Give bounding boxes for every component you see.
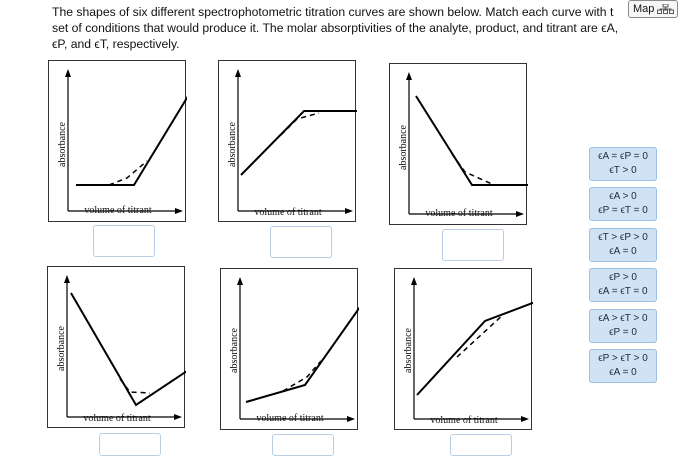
sitemap-icon <box>657 4 674 14</box>
y-axis-label: absorbance <box>56 326 67 371</box>
choice-line-1: ϵT > ϵP > 0 <box>598 232 648 243</box>
choice-line-1: ϵP > ϵT > 0 <box>598 353 648 364</box>
titration-curve-panel-5: absorbance volume of titrant <box>220 268 359 430</box>
choice-line-2: ϵP = 0 <box>609 327 637 338</box>
x-axis-label: volume of titrant <box>83 413 151 424</box>
curve-2-plot <box>235 69 357 214</box>
answer-choice-3[interactable]: ϵT > ϵP > 0 ϵA = 0 <box>589 228 657 262</box>
choice-line-2: ϵT > 0 <box>609 165 637 176</box>
answer-drop-target-2[interactable] <box>270 226 332 258</box>
curve-5-plot <box>237 277 359 422</box>
answer-choice-2[interactable]: ϵA > 0 ϵP = ϵT = 0 <box>589 187 657 221</box>
curve-6-plot <box>411 277 533 422</box>
titration-curve-panel-2: absorbance volume of titrant <box>218 60 357 222</box>
prompt-line-3: ϵP, and ϵT, respectively. <box>52 37 180 51</box>
y-axis-label: absorbance <box>403 328 414 373</box>
x-axis-label: volume of titrant <box>425 208 493 219</box>
curve-3-plot <box>406 72 528 217</box>
prompt-line-1: The shapes of six different spectrophoto… <box>52 5 614 19</box>
prompt-line-2: set of conditions that would produce it.… <box>52 21 619 35</box>
titration-curve-panel-3: absorbance volume of titrant <box>389 63 528 225</box>
x-axis-label: volume of titrant <box>256 413 324 424</box>
question-prompt: The shapes of six different spectrophoto… <box>52 4 652 52</box>
map-button-label: Map <box>633 3 655 15</box>
choice-line-2: ϵA = 0 <box>609 246 637 257</box>
x-axis-label: volume of titrant <box>430 415 498 426</box>
curve-4-plot <box>64 275 186 420</box>
titration-curve-panel-6: absorbance volume of titrant <box>394 268 533 430</box>
choice-line-1: ϵA = ϵP = 0 <box>598 151 648 162</box>
answer-choice-6[interactable]: ϵP > ϵT > 0 ϵA = 0 <box>589 349 657 383</box>
y-axis-label: absorbance <box>227 122 238 167</box>
answer-drop-target-1[interactable] <box>93 225 155 257</box>
titration-curve-panel-4: absorbance volume of titrant <box>47 266 186 428</box>
curve-1-plot <box>65 69 187 214</box>
choice-line-2: ϵA = ϵT = 0 <box>598 286 648 297</box>
choice-line-2: ϵA = 0 <box>609 367 637 378</box>
y-axis-label: absorbance <box>398 125 409 170</box>
x-axis-label: volume of titrant <box>84 205 152 216</box>
x-axis-label: volume of titrant <box>254 207 322 218</box>
y-axis-label: absorbance <box>57 122 68 167</box>
y-axis-label: absorbance <box>229 328 240 373</box>
answer-drop-target-4[interactable] <box>99 433 161 456</box>
choice-line-1: ϵP > 0 <box>609 272 637 283</box>
answer-drop-target-3[interactable] <box>442 229 504 261</box>
answer-drop-target-6[interactable] <box>450 434 512 456</box>
answer-choice-4[interactable]: ϵP > 0 ϵA = ϵT = 0 <box>589 268 657 302</box>
choice-line-1: ϵA > ϵT > 0 <box>598 313 648 324</box>
answer-choice-5[interactable]: ϵA > ϵT > 0 ϵP = 0 <box>589 309 657 343</box>
titration-curve-panel-1: absorbance volume of titrant <box>48 60 187 222</box>
answer-drop-target-5[interactable] <box>272 434 334 456</box>
map-button[interactable]: Map <box>628 0 678 18</box>
answer-choice-1[interactable]: ϵA = ϵP = 0 ϵT > 0 <box>589 147 657 181</box>
choice-line-2: ϵP = ϵT = 0 <box>598 205 648 216</box>
choice-line-1: ϵA > 0 <box>609 191 637 202</box>
